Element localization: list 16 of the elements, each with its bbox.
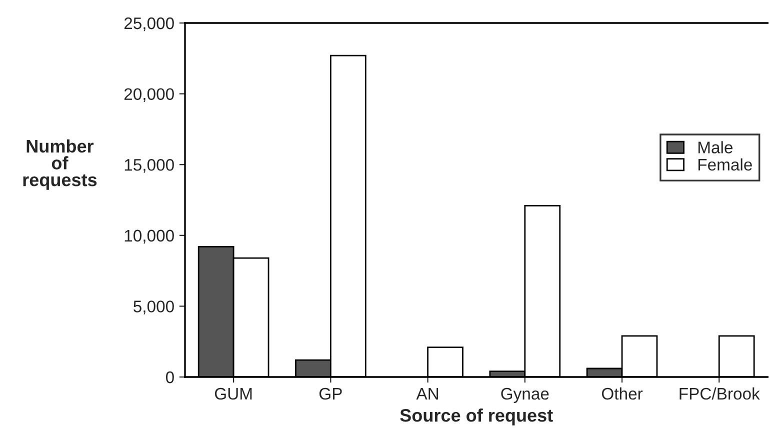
legend-label: Female	[698, 158, 752, 171]
y-axis-title: Number of requests	[23, 139, 97, 190]
x-tick-label: AN	[416, 388, 438, 400]
y-tick-label: 5,000	[134, 300, 174, 314]
y-tick-label: 0	[166, 371, 174, 384]
x-tick-label: Other	[602, 387, 643, 400]
legend-label: Male	[698, 141, 733, 154]
x-axis-title: Source of request	[400, 408, 553, 426]
x-tick-label: Gynae	[501, 388, 549, 403]
x-tick-label: FPC/Brook	[680, 387, 760, 400]
x-tick-label: GP	[319, 388, 342, 400]
y-tick-label: 15,000	[124, 159, 174, 173]
y-tick-label: 20,000	[124, 88, 174, 102]
y-tick-label: 25,000	[124, 17, 174, 32]
x-tick-label: GUM	[214, 388, 252, 400]
y-tick-label: 10,000	[124, 230, 174, 244]
